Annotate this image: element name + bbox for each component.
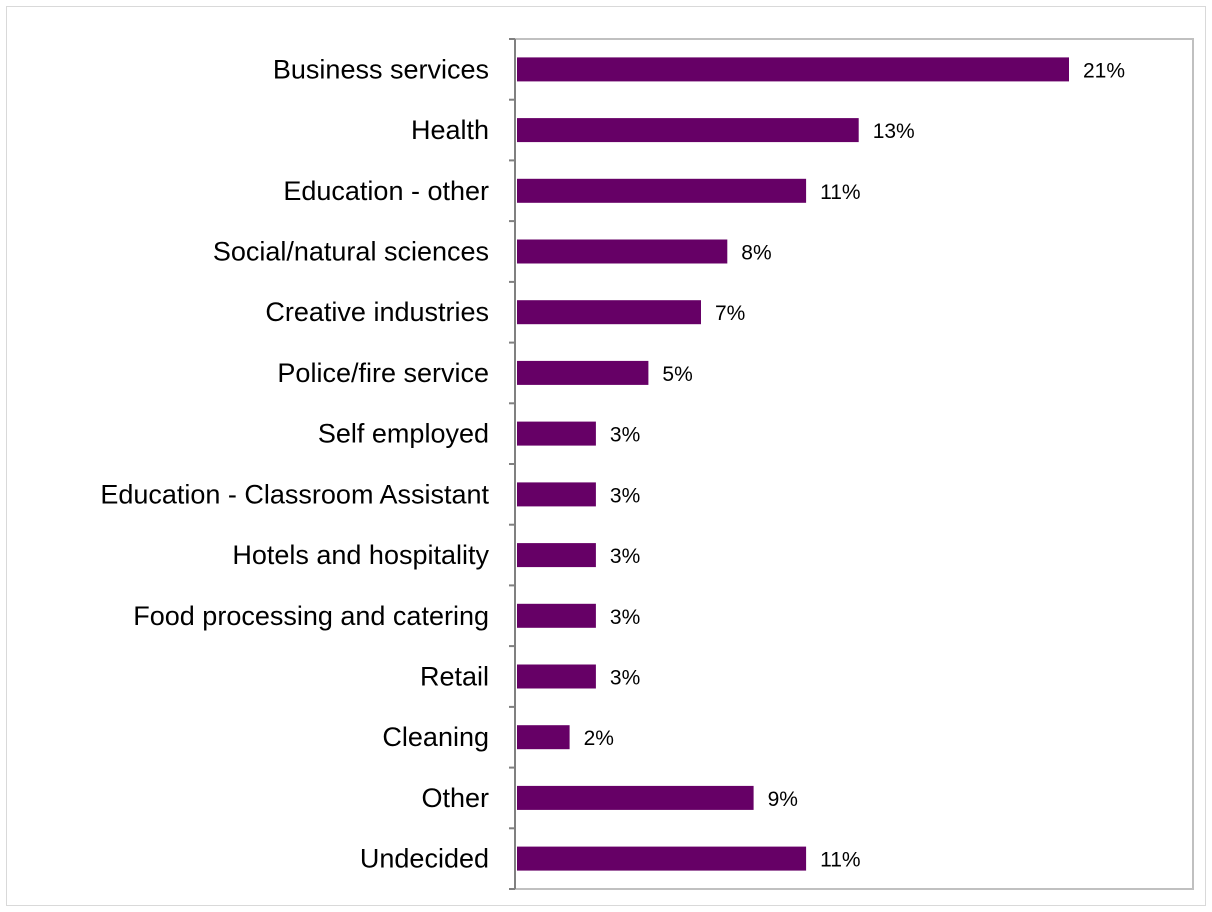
value-label: 21%	[1083, 59, 1125, 82]
value-label: 9%	[768, 788, 798, 811]
category-label: Retail	[420, 662, 489, 692]
bar-5	[517, 360, 649, 385]
category-label: Cleaning	[382, 722, 489, 752]
y-axis	[509, 38, 516, 890]
value-label: 8%	[741, 242, 771, 265]
chart-frame: Business services 21% Health 13% Education -…	[6, 6, 1206, 906]
bar-9	[517, 603, 596, 628]
value-label: 2%	[584, 727, 614, 750]
bar-3	[517, 239, 728, 264]
value-label: 11%	[820, 181, 860, 204]
category-label: Self employed	[318, 419, 489, 449]
category-label: Police/fire service	[277, 358, 489, 388]
value-label: 13%	[873, 120, 915, 143]
category-label: Education - other	[283, 176, 489, 206]
value-label: 3%	[610, 667, 640, 690]
bar-10	[517, 664, 596, 689]
value-label: 3%	[610, 606, 640, 629]
bar-4	[517, 300, 701, 325]
category-label: Undecided	[360, 844, 489, 874]
value-label: 5%	[662, 363, 692, 386]
bar-2	[517, 178, 807, 203]
value-label: 11%	[820, 849, 860, 872]
category-label: Creative industries	[265, 297, 489, 327]
category-label: Other	[421, 783, 489, 813]
plot-area	[514, 38, 1194, 890]
bar-0	[517, 57, 1069, 82]
bar-12	[517, 785, 754, 810]
value-label: 3%	[610, 484, 640, 507]
category-label: Social/natural sciences	[213, 237, 489, 267]
bar-chart: Business services 21% Health 13% Education -…	[100, 38, 1194, 890]
bar-11	[517, 725, 570, 750]
value-label: 3%	[610, 545, 640, 568]
category-label: Hotels and hospitality	[232, 540, 489, 570]
bar-8	[517, 543, 596, 568]
category-label: Food processing and catering	[133, 601, 489, 631]
bar-13	[517, 846, 807, 871]
category-label: Business services	[273, 54, 489, 84]
labels-layer: Business services 21% Health 13% Education -…	[100, 54, 1125, 873]
value-label: 7%	[715, 302, 745, 325]
bar-1	[517, 118, 859, 143]
bars-layer	[517, 57, 1069, 871]
value-label: 3%	[610, 424, 640, 447]
category-label: Education - Classroom Assistant	[100, 479, 489, 509]
bar-7	[517, 482, 596, 507]
category-label: Health	[411, 115, 489, 145]
bar-6	[517, 421, 596, 446]
